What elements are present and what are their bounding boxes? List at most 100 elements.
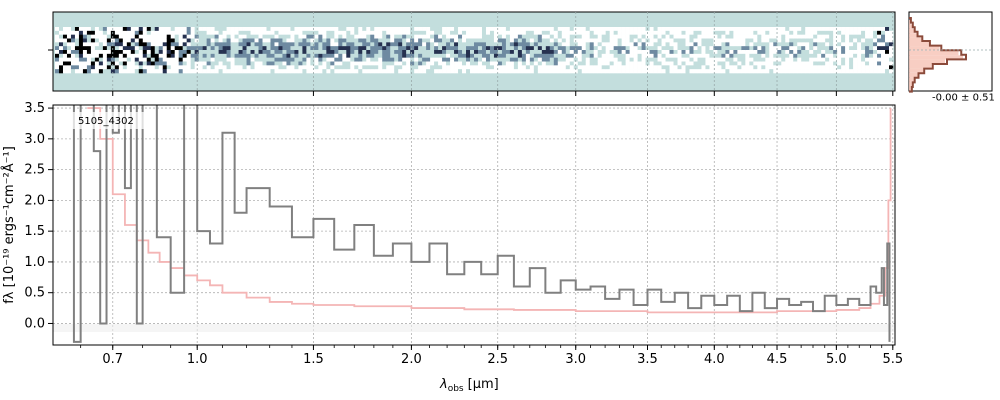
- heatmap-cell: [549, 46, 555, 51]
- heatmap-cell: [765, 50, 770, 55]
- heatmap-cell: [346, 61, 351, 66]
- heatmap-cell: [589, 46, 595, 51]
- heatmap-cell: [705, 38, 710, 43]
- heatmap-cell: [525, 69, 531, 74]
- heatmap-cell: [597, 27, 602, 32]
- heatmap-cell: [82, 38, 88, 43]
- heatmap-cell: [146, 53, 152, 58]
- residual-histogram-panel: -0.00 ± 0.51: [908, 11, 995, 103]
- heatmap-cell: [681, 27, 686, 32]
- heatmap-cell: [477, 46, 483, 51]
- heatmap-cell: [55, 38, 60, 43]
- heatmap-cell: [713, 30, 718, 35]
- heatmap-cell: [729, 30, 734, 35]
- heatmap-cell: [493, 46, 499, 51]
- heatmap-cell: [653, 30, 658, 35]
- heatmap-cell: [98, 69, 104, 74]
- heatmap-cell: [246, 65, 251, 70]
- heatmap-cell: [489, 42, 495, 47]
- histogram-outline: [909, 17, 967, 93]
- heatmap-cell: [561, 50, 567, 55]
- heatmap-cell: [477, 53, 483, 58]
- heatmap-cell: [394, 53, 399, 58]
- heatmap-cell: [194, 57, 199, 62]
- heatmap-cell: [837, 42, 842, 47]
- heatmap-cell: [414, 57, 419, 62]
- heatmap-cell: [553, 57, 559, 62]
- heatmap-cell: [725, 65, 730, 70]
- heatmap-cell: [869, 34, 874, 39]
- heatmap-cell: [853, 30, 858, 35]
- heatmap-cell: [497, 53, 503, 58]
- histogram-bar: [909, 77, 915, 82]
- heatmap-cell: [294, 27, 299, 32]
- heatmap-cell: [238, 57, 243, 62]
- heatmap-cell: [697, 46, 702, 51]
- heatmap-cell: [62, 38, 68, 43]
- heatmap-cell: [202, 46, 207, 51]
- heatmap-cell: [218, 42, 223, 47]
- heatmap-cell: [182, 42, 187, 47]
- heatmap-cell: [294, 46, 299, 51]
- heatmap-cell: [505, 57, 511, 62]
- heatmap-cell: [637, 27, 642, 32]
- heatmap-cell: [234, 69, 239, 74]
- heatmap-cell: [58, 65, 64, 70]
- heatmap-cell: [302, 34, 307, 39]
- heatmap-cell: [741, 30, 746, 35]
- heatmap-cell: [286, 61, 291, 66]
- heatmap-cell: [378, 34, 383, 39]
- heatmap-cell: [454, 69, 459, 74]
- heatmap-cell: [749, 65, 754, 70]
- heatmap-cell: [434, 46, 439, 51]
- heatmap-cell: [70, 46, 76, 51]
- heatmap-cell: [114, 46, 120, 51]
- heatmap-cell: [637, 57, 642, 62]
- heatmap-cell: [398, 38, 403, 43]
- heatmap-cell: [230, 34, 235, 39]
- heatmap-cell: [70, 50, 76, 55]
- heatmap-cell: [62, 34, 68, 39]
- heatmap-cell: [442, 50, 447, 55]
- heatmap-cell: [90, 65, 96, 70]
- heatmap-cell: [454, 27, 459, 32]
- heatmap-cell: [454, 53, 459, 58]
- heatmap-cell: [797, 53, 802, 58]
- heatmap-cell: [745, 38, 750, 43]
- heatmap-cell: [114, 65, 120, 70]
- heatmap-cell: [142, 50, 148, 55]
- heatmap-cell: [701, 46, 706, 51]
- heatmap-cell: [286, 65, 291, 70]
- heatmap-cell: [809, 57, 814, 62]
- heatmap-cell: [557, 34, 563, 39]
- heatmap-cell: [829, 57, 834, 62]
- heatmap-cell: [493, 34, 499, 39]
- heatmap-cell: [390, 57, 395, 62]
- heatmap-cell: [501, 69, 507, 74]
- heatmap-cell: [613, 27, 618, 32]
- heatmap-cell: [182, 38, 187, 43]
- heatmap-cell: [753, 46, 758, 51]
- heatmap-cell: [334, 65, 339, 70]
- heatmap-cell: [809, 53, 814, 58]
- heatmap-cell: [641, 42, 646, 47]
- heatmap-cell: [885, 61, 890, 66]
- heatmap-cell: [677, 42, 682, 47]
- heatmap-cell: [386, 69, 391, 74]
- heatmap-cell: [657, 38, 662, 43]
- heatmap-cell: [597, 50, 602, 55]
- heatmap-cell: [98, 30, 104, 35]
- heatmap-cell: [70, 34, 76, 39]
- heatmap-cell: [346, 27, 351, 32]
- heatmap-cell: [170, 42, 176, 47]
- heatmap-cell: [593, 46, 599, 51]
- heatmap-cell: [633, 61, 638, 66]
- heatmap-cell: [829, 42, 834, 47]
- heatmap-cell: [74, 30, 80, 35]
- heatmap-cell: [833, 53, 838, 58]
- heatmap-cell: [885, 65, 890, 70]
- heatmap-cell: [509, 61, 515, 66]
- heatmap-cell: [641, 61, 646, 66]
- heatmap-cell: [741, 38, 746, 43]
- heatmap-cell: [649, 53, 654, 58]
